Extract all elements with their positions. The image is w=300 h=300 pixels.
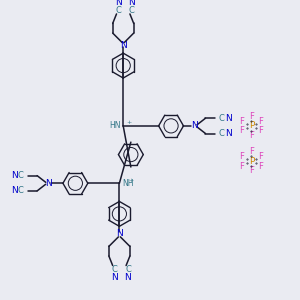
Text: F: F [259,162,263,171]
Text: C: C [116,6,122,15]
Text: N: N [190,122,197,130]
Text: C: C [18,186,24,195]
Text: F: F [239,152,244,161]
Text: F: F [259,117,263,126]
Text: C: C [18,171,24,180]
Text: N: N [120,41,127,50]
Text: C: C [112,265,118,274]
Text: P: P [249,157,254,166]
Text: F: F [259,152,263,161]
Text: N: N [11,186,18,195]
Text: F: F [259,126,263,135]
Text: NH: NH [122,179,134,188]
Text: F: F [249,166,254,175]
Text: F: F [239,117,244,126]
Text: F: F [239,126,244,135]
Text: N: N [128,0,135,7]
Text: C: C [125,265,131,274]
Text: N: N [111,272,118,281]
Text: N: N [116,230,123,238]
Text: C: C [219,129,225,138]
Text: N: N [115,0,122,7]
Text: C: C [129,6,135,15]
Text: HN: HN [109,122,120,130]
Text: +: + [126,121,131,125]
Text: N: N [45,179,52,188]
Text: +: + [128,178,133,183]
Text: F: F [249,147,254,156]
Text: F: F [249,112,254,121]
Text: C: C [219,114,225,123]
Text: F: F [249,131,254,140]
Text: N: N [124,272,131,281]
Text: N: N [225,114,231,123]
Text: F: F [239,162,244,171]
Text: N: N [225,129,231,138]
Text: P: P [249,122,254,130]
Text: N: N [11,171,18,180]
